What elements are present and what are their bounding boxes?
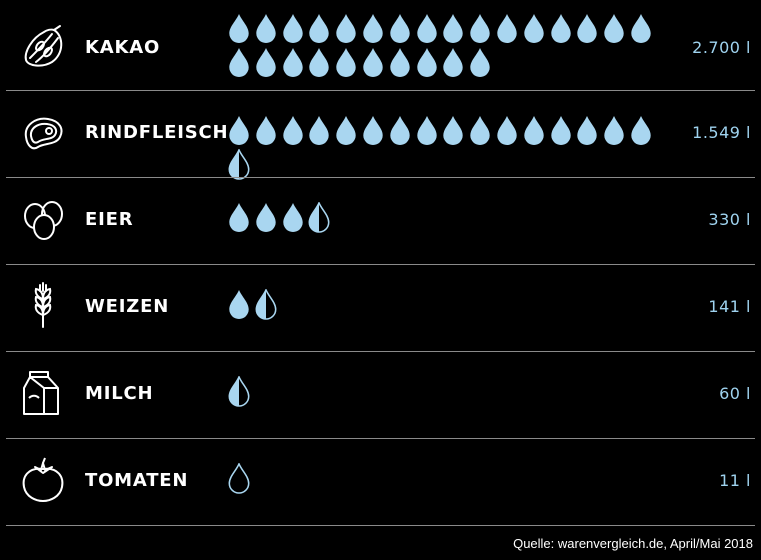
row-divider	[6, 264, 755, 265]
water-drop	[336, 13, 356, 44]
value-label: 60 l	[719, 384, 751, 403]
water-drop	[229, 115, 249, 146]
water-drop	[604, 13, 624, 44]
water-drop	[282, 115, 303, 146]
water-drop	[229, 289, 249, 320]
water-drop	[229, 47, 249, 78]
drop-group	[228, 115, 668, 183]
chart-row-eier: EIER 330 l	[0, 174, 761, 261]
water-drop	[524, 115, 544, 146]
water-drop-half	[228, 149, 250, 180]
row-divider	[6, 525, 755, 526]
value-label: 330 l	[708, 210, 751, 229]
water-drop	[497, 13, 517, 44]
chart-row-kakao: KAKAO 2.700 l	[0, 0, 761, 87]
value-label: 11 l	[719, 471, 751, 490]
water-drop	[416, 47, 437, 78]
drop-group	[228, 202, 668, 236]
chart-row-weizen: WEIZEN 141 l	[0, 261, 761, 348]
category-label: MILCH	[85, 383, 154, 404]
water-drop	[256, 202, 276, 233]
drop-group	[228, 289, 668, 323]
water-drop	[577, 115, 598, 146]
category-label: RINDFLEISCH	[85, 122, 229, 143]
chart-row-milch: MILCH 60 l	[0, 348, 761, 435]
water-drop	[256, 47, 276, 78]
row-divider	[6, 177, 755, 178]
eggs-icon	[18, 194, 68, 244]
drop-group	[228, 376, 668, 410]
water-drop	[256, 13, 276, 44]
water-drop	[416, 13, 437, 44]
category-label: KAKAO	[85, 37, 161, 58]
water-drop	[309, 13, 330, 44]
water-drop-half	[228, 376, 250, 407]
drop-group	[228, 463, 668, 497]
water-drop	[390, 115, 410, 146]
row-divider	[6, 351, 755, 352]
water-drop	[309, 47, 330, 78]
chart-row-tomaten: TOMATEN 11 l	[0, 435, 761, 522]
steak-icon	[18, 107, 68, 157]
water-drop	[416, 115, 437, 146]
water-drop	[470, 115, 490, 146]
water-drop	[229, 202, 249, 233]
milk-carton-icon	[18, 368, 68, 418]
water-drop	[443, 115, 464, 146]
value-label: 1.549 l	[692, 123, 751, 142]
water-drop	[390, 13, 410, 44]
water-drop	[363, 47, 383, 78]
row-divider	[6, 90, 755, 91]
source-note: Quelle: warenvergleich.de, April/Mai 201…	[513, 536, 753, 551]
water-drop	[282, 47, 303, 78]
water-drop	[256, 115, 276, 146]
water-drop	[524, 13, 544, 44]
water-drop	[631, 13, 651, 44]
water-drop-half	[308, 202, 330, 233]
water-drop	[390, 47, 410, 78]
water-drop	[309, 115, 330, 146]
value-label: 2.700 l	[692, 38, 751, 57]
water-drop	[577, 13, 598, 44]
water-drop	[229, 13, 249, 44]
water-drop	[470, 13, 490, 44]
water-drop	[604, 115, 624, 146]
category-label: WEIZEN	[85, 296, 170, 317]
water-drop	[363, 115, 383, 146]
water-drop	[497, 115, 517, 146]
water-drop	[336, 47, 356, 78]
water-drop	[443, 13, 464, 44]
cacao-pod-icon	[18, 22, 68, 72]
wheat-icon	[18, 281, 68, 331]
water-drop	[282, 13, 303, 44]
chart-row-rindfleisch: RINDFLEISCH 1.549 l	[0, 87, 761, 180]
water-drop	[443, 47, 464, 78]
water-drop	[550, 115, 571, 146]
drop-group	[228, 13, 668, 81]
water-drop	[550, 13, 571, 44]
water-drop	[631, 115, 651, 146]
water-drop	[336, 115, 356, 146]
water-drop-outline	[228, 463, 250, 494]
water-drop-half	[255, 289, 277, 320]
row-divider	[6, 438, 755, 439]
category-label: TOMATEN	[85, 470, 189, 491]
water-footprint-chart: KAKAO 2.700 l RINDFLEISCH 1.549 l EIER 330 l W…	[0, 0, 761, 526]
value-label: 141 l	[708, 297, 751, 316]
water-drop	[282, 202, 303, 233]
tomato-icon	[18, 455, 68, 505]
water-drop	[470, 47, 490, 78]
water-drop	[363, 13, 383, 44]
category-label: EIER	[85, 209, 134, 230]
